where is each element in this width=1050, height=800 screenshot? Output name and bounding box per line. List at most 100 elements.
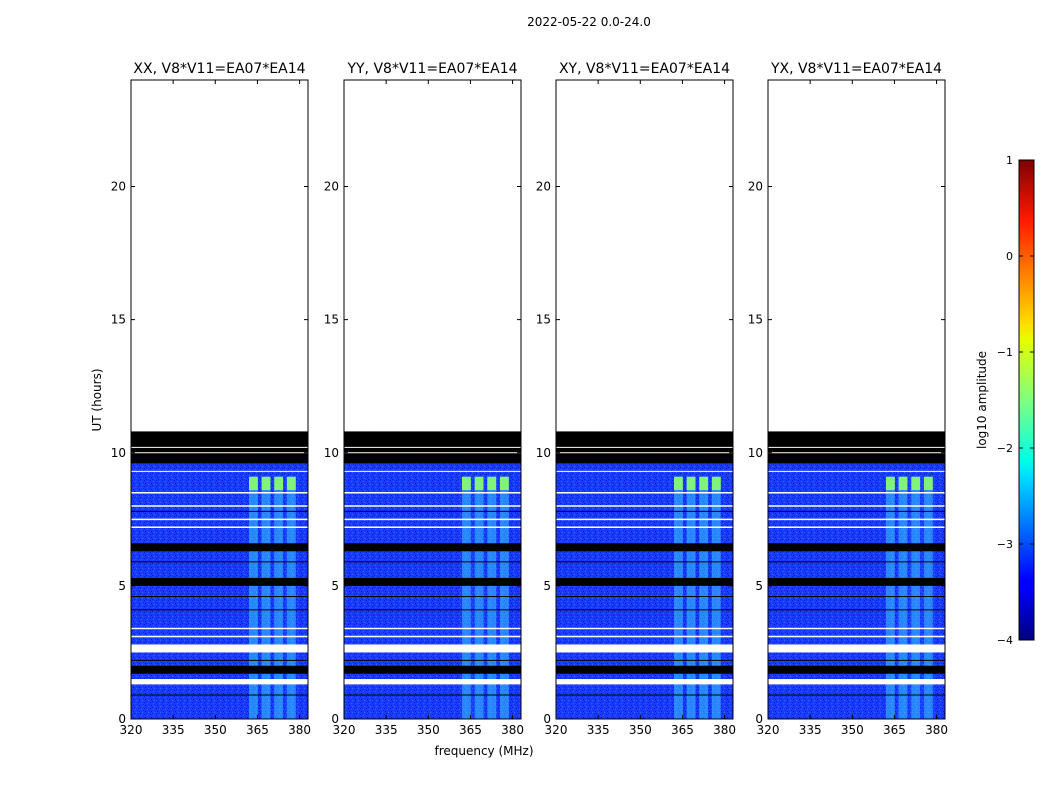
x-tick-label: 380 <box>501 723 524 737</box>
bright-channel-strip <box>898 476 908 719</box>
flagged-black-bands <box>344 431 521 696</box>
y-tick-label: 15 <box>324 313 339 327</box>
x-tick-label: 320 <box>120 723 143 737</box>
y-tick-label: 0 <box>331 712 339 726</box>
colorbar-tick-label: −4 <box>997 634 1013 647</box>
y-tick-label: 20 <box>111 180 126 194</box>
bright-channel-strip <box>923 476 933 719</box>
y-tick-label: 15 <box>748 313 763 327</box>
bright-channel-top <box>674 476 683 491</box>
flagged-white-bands <box>344 491 521 685</box>
bright-channel-top <box>286 476 296 491</box>
flag-band-white <box>131 644 308 653</box>
bright-channel-strip <box>886 476 895 719</box>
flag-band-white <box>344 644 521 653</box>
bright-channels <box>462 476 509 719</box>
bright-channel-strip <box>911 476 921 719</box>
bright-channel-top <box>487 476 497 491</box>
bright-channel-top <box>923 476 933 491</box>
colorbar-tick-label: −2 <box>997 442 1013 455</box>
x-tick-label: 380 <box>925 723 948 737</box>
flag-band-white <box>131 679 308 685</box>
bright-channel-top <box>499 476 509 491</box>
bright-channel-top <box>274 476 284 491</box>
bright-channel-strip <box>261 476 271 719</box>
y-tick-label: 10 <box>111 446 126 460</box>
flagged-black-bands <box>768 431 945 696</box>
flag-band-black <box>344 577 521 586</box>
bright-channel-top <box>886 476 895 491</box>
flagged-white-bands <box>768 491 945 685</box>
bright-channel-top <box>911 476 921 491</box>
x-tick-label: 320 <box>333 723 356 737</box>
bright-channel-strip <box>274 476 284 719</box>
y-tick-label: 5 <box>118 579 126 593</box>
colorbar-tick-label: −3 <box>997 538 1013 551</box>
panel-frame <box>343 79 522 720</box>
flag-band-black <box>556 665 733 674</box>
y-tick-label: 5 <box>543 579 551 593</box>
bright-channel-strip <box>249 476 258 719</box>
colorbar: 1 0 −1 −2 −3 −4 log10 amplitude <box>975 154 1035 647</box>
bright-channels <box>886 476 933 719</box>
bright-channel-top <box>711 476 721 491</box>
y-tick-label: 0 <box>543 712 551 726</box>
x-tick-label: 380 <box>713 723 736 737</box>
x-tick-label: 365 <box>246 723 269 737</box>
x-tick-label: 335 <box>375 723 398 737</box>
flagged-white-bands <box>131 491 308 685</box>
flag-band-white <box>768 679 945 685</box>
panel-frame <box>130 79 309 720</box>
bright-channels <box>674 476 721 719</box>
bright-channel-top <box>462 476 471 491</box>
x-tick-label: 335 <box>799 723 822 737</box>
flag-band-white <box>556 644 733 653</box>
bright-channel-top <box>898 476 908 491</box>
panel-title: XX, V8*V11=EA07*EA14 <box>133 61 305 77</box>
y-tick-label: 5 <box>755 579 763 593</box>
y-tick-label: 15 <box>536 313 551 327</box>
flag-band-white <box>344 679 521 685</box>
bright-channel-strip <box>711 476 721 719</box>
x-tick-label: 350 <box>841 723 864 737</box>
colorbar-gradient <box>1018 159 1035 641</box>
flagged-black-bands <box>556 431 733 696</box>
panel-2: YY, V8*V11=EA07*EA14 320 335 350 365 380 0 5 10 1… <box>324 61 524 737</box>
y-tick-label: 10 <box>536 446 551 460</box>
bright-channel-strip <box>474 476 484 719</box>
flag-band-black <box>131 665 308 674</box>
panel-frame <box>767 79 946 720</box>
panels-group: XX, V8*V11=EA07*EA14 320 335 350 365 380 0 5 10 1… <box>111 61 948 737</box>
colorbar-ticks: 1 0 −1 −2 −3 −4 <box>997 154 1034 647</box>
flagged-white-bands <box>556 491 733 685</box>
bright-channel-strip <box>487 476 497 719</box>
flag-band-black <box>344 543 521 552</box>
flag-band-black <box>131 543 308 552</box>
colorbar-label: log10 amplitude <box>975 351 989 449</box>
x-tick-label: 365 <box>883 723 906 737</box>
y-tick-label: 10 <box>748 446 763 460</box>
bright-channel-top <box>474 476 484 491</box>
x-tick-label: 335 <box>587 723 610 737</box>
x-tick-label: 365 <box>671 723 694 737</box>
y-tick-label: 10 <box>324 446 339 460</box>
panel-frame <box>555 79 734 720</box>
x-tick-label: 320 <box>757 723 780 737</box>
y-tick-label: 5 <box>331 579 339 593</box>
bright-channel-strip <box>686 476 696 719</box>
bright-channel-top <box>261 476 271 491</box>
colorbar-tick-label: 0 <box>1006 250 1013 263</box>
flag-band-black <box>344 665 521 674</box>
flag-band-black <box>131 577 308 586</box>
flag-band-white <box>556 679 733 685</box>
bright-channel-top <box>686 476 696 491</box>
y-tick-label: 20 <box>748 180 763 194</box>
bright-channel-top <box>249 476 258 491</box>
flag-band-black <box>768 543 945 552</box>
x-tick-label: 350 <box>417 723 440 737</box>
y-axis-label: UT (hours) <box>90 368 104 431</box>
panel-title: YY, V8*V11=EA07*EA14 <box>346 61 517 77</box>
y-tick-label: 20 <box>324 180 339 194</box>
flag-band-black <box>556 577 733 586</box>
